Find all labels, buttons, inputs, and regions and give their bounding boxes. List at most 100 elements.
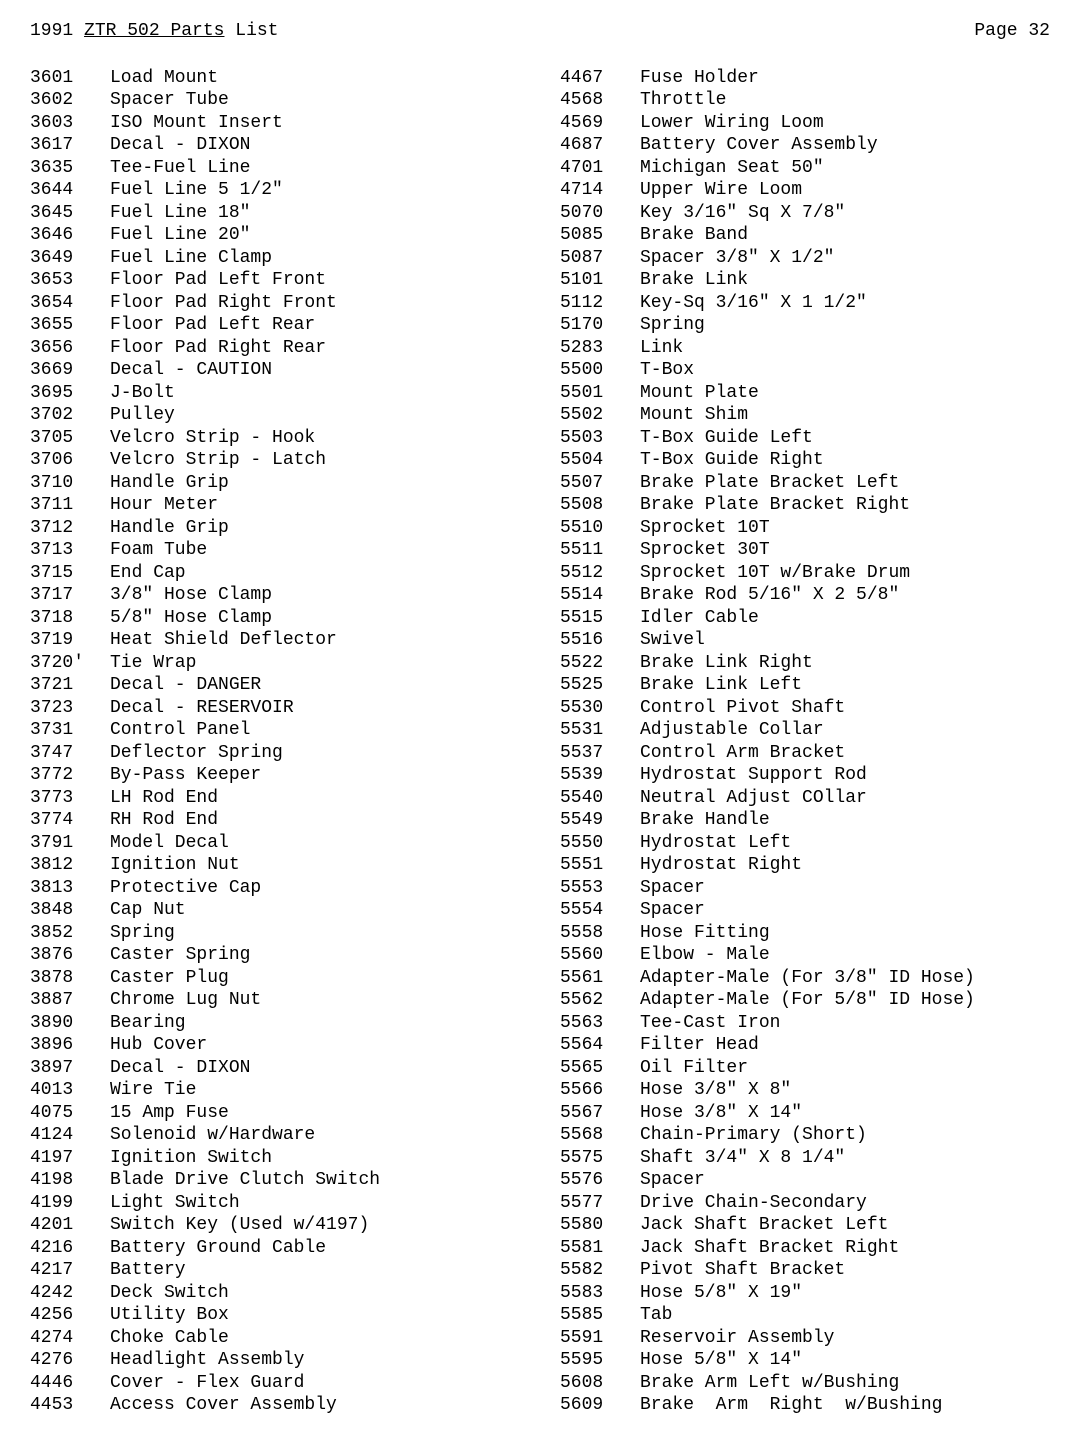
part-description: Ignition Switch xyxy=(110,1147,520,1170)
parts-row: 5522Brake Link Right xyxy=(560,652,1050,675)
part-description: Hydrostat Right xyxy=(640,854,1050,877)
parts-row: 4276Headlight Assembly xyxy=(30,1349,520,1372)
parts-row: 5531Adjustable Collar xyxy=(560,719,1050,742)
part-description: Hydrostat Support Rod xyxy=(640,764,1050,787)
parts-row: 4687Battery Cover Assembly xyxy=(560,134,1050,157)
part-number: 4199 xyxy=(30,1192,110,1215)
part-number: 5566 xyxy=(560,1079,640,1102)
part-number: 3646 xyxy=(30,224,110,247)
part-description: Spring xyxy=(640,314,1050,337)
part-description: Fuel Line Clamp xyxy=(110,247,520,270)
part-description: Decal - DANGER xyxy=(110,674,520,697)
part-description: Sprocket 30T xyxy=(640,539,1050,562)
part-number: 3848 xyxy=(30,899,110,922)
part-description: Upper Wire Loom xyxy=(640,179,1050,202)
part-description: Fuse Holder xyxy=(640,67,1050,90)
parts-row: 5507Brake Plate Bracket Left xyxy=(560,472,1050,495)
parts-row: 5549Brake Handle xyxy=(560,809,1050,832)
parts-row: 4124Solenoid w/Hardware xyxy=(30,1124,520,1147)
parts-row: 4453Access Cover Assembly xyxy=(30,1394,520,1417)
part-number: 5508 xyxy=(560,494,640,517)
title-year: 1991 xyxy=(30,21,73,41)
parts-row: 5510Sprocket 10T xyxy=(560,517,1050,540)
part-number: 4568 xyxy=(560,89,640,112)
part-description: Mount Plate xyxy=(640,382,1050,405)
part-number: 3878 xyxy=(30,967,110,990)
part-number: 4075 xyxy=(30,1102,110,1125)
part-description: Adapter-Male (For 5/8" ID Hose) xyxy=(640,989,1050,1012)
parts-row: 3878Caster Plug xyxy=(30,967,520,990)
part-description: Fuel Line 5 1/2" xyxy=(110,179,520,202)
parts-row: 5508Brake Plate Bracket Right xyxy=(560,494,1050,517)
parts-row: 5562Adapter-Male (For 5/8" ID Hose) xyxy=(560,989,1050,1012)
part-description: T-Box xyxy=(640,359,1050,382)
part-number: 5549 xyxy=(560,809,640,832)
parts-row: 3695J-Bolt xyxy=(30,382,520,405)
parts-row: 3645Fuel Line 18" xyxy=(30,202,520,225)
part-number: 3773 xyxy=(30,787,110,810)
part-number: 3654 xyxy=(30,292,110,315)
part-description: Neutral Adjust COllar xyxy=(640,787,1050,810)
parts-row: 4216Battery Ground Cable xyxy=(30,1237,520,1260)
parts-columns: 3601Load Mount3602Spacer Tube3603ISO Mou… xyxy=(30,67,1050,1417)
part-number: 5112 xyxy=(560,292,640,315)
part-number: 3669 xyxy=(30,359,110,382)
part-number: 3719 xyxy=(30,629,110,652)
part-number: 5525 xyxy=(560,674,640,697)
part-description: Idler Cable xyxy=(640,607,1050,630)
part-number: 5504 xyxy=(560,449,640,472)
parts-row: 4701Michigan Seat 50" xyxy=(560,157,1050,180)
part-number: 3852 xyxy=(30,922,110,945)
part-description: Brake Plate Bracket Right xyxy=(640,494,1050,517)
right-column: 4467Fuse Holder4568Throttle4569Lower Wir… xyxy=(560,67,1050,1417)
part-number: 3717 xyxy=(30,584,110,607)
parts-row: 3723Decal - RESERVOIR xyxy=(30,697,520,720)
parts-row: 5525Brake Link Left xyxy=(560,674,1050,697)
part-number: 3702 xyxy=(30,404,110,427)
parts-row: 5564Filter Head xyxy=(560,1034,1050,1057)
part-description: Velcro Strip - Latch xyxy=(110,449,520,472)
parts-row: 5514Brake Rod 5/16" X 2 5/8" xyxy=(560,584,1050,607)
parts-row: 5591Reservoir Assembly xyxy=(560,1327,1050,1350)
parts-row: 3897Decal - DIXON xyxy=(30,1057,520,1080)
part-description: Lower Wiring Loom xyxy=(640,112,1050,135)
parts-row: 3876Caster Spring xyxy=(30,944,520,967)
part-description: Michigan Seat 50" xyxy=(640,157,1050,180)
part-description: Spring xyxy=(110,922,520,945)
part-number: 3718 xyxy=(30,607,110,630)
parts-row: 5554Spacer xyxy=(560,899,1050,922)
part-description: Heat Shield Deflector xyxy=(110,629,520,652)
part-number: 5087 xyxy=(560,247,640,270)
part-number: 3712 xyxy=(30,517,110,540)
part-description: Floor Pad Left Rear xyxy=(110,314,520,337)
part-description: LH Rod End xyxy=(110,787,520,810)
part-number: 5558 xyxy=(560,922,640,945)
parts-row: 5576Spacer xyxy=(560,1169,1050,1192)
parts-row: 3656Floor Pad Right Rear xyxy=(30,337,520,360)
parts-row: 3896Hub Cover xyxy=(30,1034,520,1057)
part-number: 3710 xyxy=(30,472,110,495)
part-number: 4198 xyxy=(30,1169,110,1192)
part-description: Hose 5/8" X 19" xyxy=(640,1282,1050,1305)
parts-row: 4217Battery xyxy=(30,1259,520,1282)
parts-row: 4013Wire Tie xyxy=(30,1079,520,1102)
parts-row: 3887Chrome Lug Nut xyxy=(30,989,520,1012)
part-description: Load Mount xyxy=(110,67,520,90)
part-description: Brake Handle xyxy=(640,809,1050,832)
part-number: 5531 xyxy=(560,719,640,742)
part-number: 5595 xyxy=(560,1349,640,1372)
parts-row: 4256Utility Box xyxy=(30,1304,520,1327)
parts-row: 4446Cover - Flex Guard xyxy=(30,1372,520,1395)
parts-row: 4569Lower Wiring Loom xyxy=(560,112,1050,135)
part-description: Battery xyxy=(110,1259,520,1282)
parts-row: 3654Floor Pad Right Front xyxy=(30,292,520,315)
part-description: Elbow - Male xyxy=(640,944,1050,967)
part-number: 3731 xyxy=(30,719,110,742)
part-number: 3617 xyxy=(30,134,110,157)
part-description: Brake Arm Right w/Bushing xyxy=(640,1394,1050,1417)
part-description: Fuel Line 18" xyxy=(110,202,520,225)
part-number: 5554 xyxy=(560,899,640,922)
part-number: 5551 xyxy=(560,854,640,877)
part-description: 5/8" Hose Clamp xyxy=(110,607,520,630)
part-number: 5580 xyxy=(560,1214,640,1237)
